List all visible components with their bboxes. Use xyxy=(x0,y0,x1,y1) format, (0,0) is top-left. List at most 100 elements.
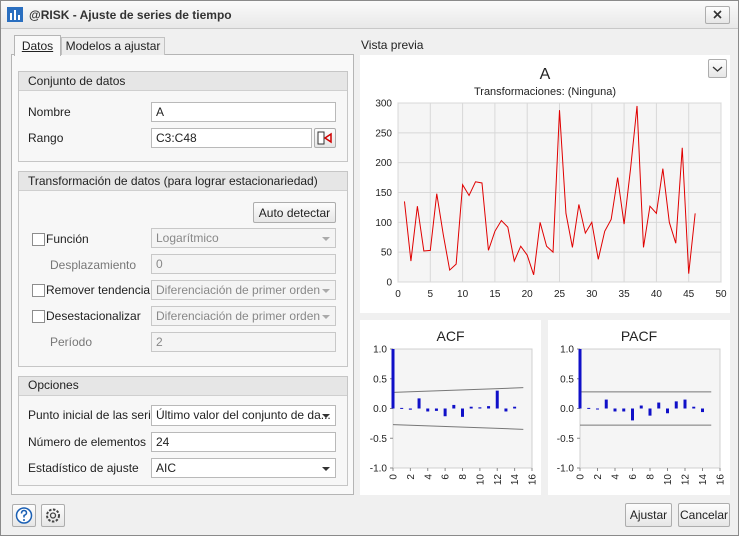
bar xyxy=(666,408,669,414)
y-tick-label: 0.5 xyxy=(560,374,574,385)
x-tick-label: 20 xyxy=(522,289,534,300)
y-tick-label: -0.5 xyxy=(370,434,388,445)
bar xyxy=(391,349,395,409)
checkbox[interactable] xyxy=(32,310,45,323)
y-tick-label: 0.0 xyxy=(560,404,574,415)
menu-icon xyxy=(712,66,723,72)
auto-detect-button[interactable]: Auto detectar xyxy=(253,202,336,223)
pacf-chart: PACF -1.0 -0.5 0.0 0.5 1.0 0 2 4 6 8 10 12 14 16 xyxy=(548,320,730,495)
bar xyxy=(478,407,482,409)
bar xyxy=(434,408,438,411)
settings-icon xyxy=(46,508,60,523)
preview-label: Vista previa xyxy=(361,38,424,52)
tab[interactable]: Modelos a ajustar xyxy=(61,37,165,55)
group-header xyxy=(19,172,347,191)
confidence-bound xyxy=(392,424,524,430)
group-header xyxy=(19,72,347,91)
help-icon xyxy=(15,507,33,524)
bar xyxy=(408,408,412,410)
x-tick-label: 25 xyxy=(554,289,566,300)
field-label: Desplazamiento xyxy=(50,258,137,272)
x-tick-label: 16 xyxy=(528,474,539,486)
tab-active[interactable]: Datos xyxy=(14,35,61,56)
text-input: 2 xyxy=(151,332,336,352)
bar xyxy=(631,408,634,421)
group-title: Conjunto de datos xyxy=(28,74,126,88)
help-button[interactable] xyxy=(12,504,36,527)
bar xyxy=(495,390,499,409)
range-select-button[interactable] xyxy=(314,128,336,148)
x-tick-label: 4 xyxy=(611,474,622,480)
text-input: 0 xyxy=(151,254,336,274)
text-input[interactable]: A xyxy=(151,102,336,122)
bar xyxy=(692,406,696,409)
y-tick-label: -1.0 xyxy=(370,464,388,475)
x-tick-label: 40 xyxy=(651,289,663,300)
x-tick-label: 0 xyxy=(576,474,587,480)
confidence-bound xyxy=(392,387,524,393)
chart-title: ACF xyxy=(437,328,465,344)
dropdown[interactable]: Último valor del conjunto de da... xyxy=(151,405,336,426)
x-tick-label: 8 xyxy=(646,474,657,480)
y-tick-label: 300 xyxy=(375,99,392,110)
checkbox[interactable] xyxy=(32,284,45,297)
chart-title: A xyxy=(540,66,551,83)
bar xyxy=(648,408,652,416)
bar xyxy=(701,408,704,413)
close-button[interactable] xyxy=(705,6,730,24)
field-label: Nombre xyxy=(28,105,71,119)
x-tick-label: 4 xyxy=(423,474,434,480)
dropdown: Diferenciación de primer orden xyxy=(151,280,336,300)
field-label: Estadístico de ajuste xyxy=(28,461,139,475)
bar xyxy=(400,407,404,409)
y-tick-label: 150 xyxy=(375,188,392,199)
bar xyxy=(487,406,491,409)
cancel-button[interactable]: Cancelar xyxy=(678,503,730,527)
bar xyxy=(461,408,464,417)
y-tick-label: 1.0 xyxy=(560,345,574,356)
settings-button[interactable] xyxy=(41,504,65,527)
bar xyxy=(596,408,599,410)
bar xyxy=(513,406,517,409)
app-icon xyxy=(7,7,23,22)
x-tick-label: 50 xyxy=(715,289,727,300)
y-tick-label: 250 xyxy=(375,128,392,139)
x-tick-label: 10 xyxy=(457,289,469,300)
checkbox-label: Desestacionalizar xyxy=(46,309,141,323)
bar xyxy=(426,408,430,412)
field-label: Número de elementos xyxy=(28,435,147,449)
dropdown[interactable]: AIC xyxy=(151,458,336,478)
x-tick-label: 30 xyxy=(586,289,598,300)
y-tick-label: 1.0 xyxy=(373,345,387,356)
y-tick-label: -0.5 xyxy=(557,434,575,445)
text-input[interactable]: C3:C48 xyxy=(151,128,312,148)
bar xyxy=(604,399,608,409)
bar xyxy=(587,407,591,409)
bar xyxy=(452,404,456,409)
bar xyxy=(469,406,473,409)
text-input[interactable]: 24 xyxy=(151,432,336,452)
y-tick-label: -1.0 xyxy=(557,464,575,475)
bar xyxy=(674,401,678,409)
x-tick-label: 12 xyxy=(493,474,504,486)
group-title: Transformación de datos (para lograr est… xyxy=(28,174,318,188)
field-label: Rango xyxy=(28,131,64,145)
window-title: @RISK - Ajuste de series de tiempo xyxy=(29,8,232,22)
data-line xyxy=(403,105,696,275)
y-tick-label: 0 xyxy=(386,278,392,289)
y-tick-label: 200 xyxy=(375,158,392,169)
y-tick-label: 0.0 xyxy=(373,404,387,415)
bar xyxy=(578,349,582,409)
bar xyxy=(657,402,661,409)
x-tick-label: 45 xyxy=(683,289,695,300)
bar xyxy=(622,408,626,412)
x-tick-label: 15 xyxy=(489,289,501,300)
group-title: Opciones xyxy=(28,378,79,392)
preview-menu-button[interactable] xyxy=(708,59,727,78)
dropdown: Diferenciación de primer orden xyxy=(151,306,336,326)
fit-button[interactable]: Ajustar xyxy=(625,503,672,527)
checkbox[interactable] xyxy=(32,233,45,246)
bar xyxy=(443,408,447,417)
